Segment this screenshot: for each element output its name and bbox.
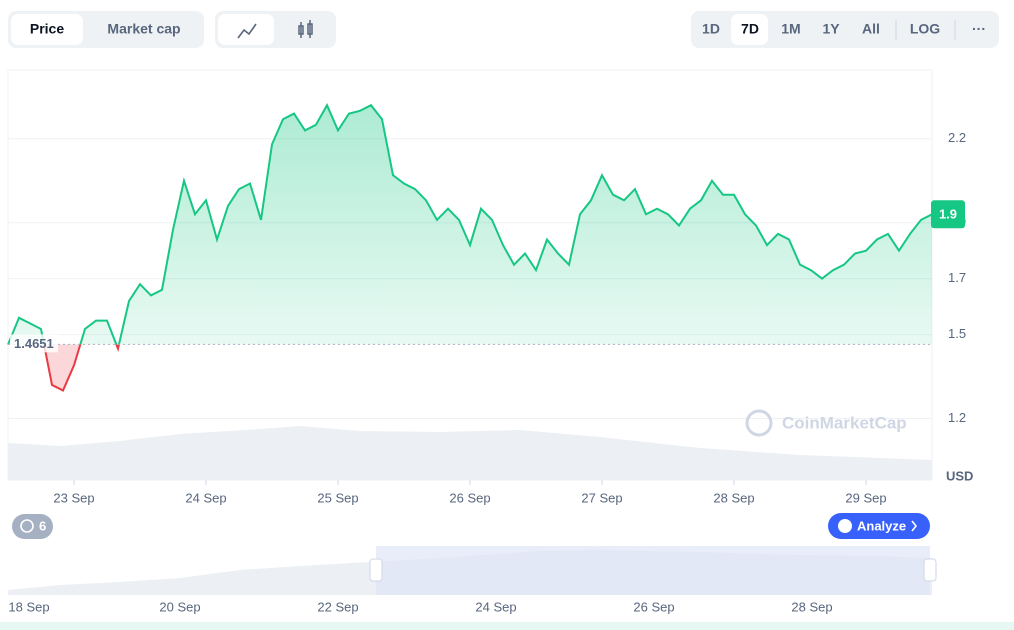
tab-selected[interactable] <box>11 14 83 45</box>
footer-strip <box>0 622 1014 630</box>
last-price-badge <box>931 200 965 229</box>
last-price-label: 1.9 <box>939 207 957 222</box>
analyze-label: Analyze <box>857 518 906 533</box>
tab[interactable]: Price <box>30 21 64 37</box>
more-btn[interactable]: ··· <box>972 21 986 37</box>
watermark: CoinMarketCap <box>782 413 907 432</box>
analyze-icon <box>838 519 852 533</box>
baseline-label-bg <box>10 334 58 353</box>
range-btn[interactable]: 7D <box>741 21 759 37</box>
nav-handle[interactable] <box>923 558 937 582</box>
y-tick-label: 1.2 <box>948 410 966 425</box>
nav-handle[interactable] <box>369 558 383 582</box>
chevron <box>911 520 918 532</box>
watermark-logo <box>745 409 773 437</box>
log-btn[interactable]: LOG <box>910 21 940 37</box>
y-tick-label: 1.5 <box>948 326 966 341</box>
range-group <box>691 11 999 48</box>
range-btn[interactable]: 1D <box>702 21 720 37</box>
line-icon <box>237 23 257 39</box>
x-tick-label: 23 Sep <box>53 490 94 505</box>
navigator-date: 18 Sep <box>8 599 49 614</box>
navigator-date: 20 Sep <box>159 599 200 614</box>
navigator-date: 26 Sep <box>633 599 674 614</box>
area-up <box>8 105 932 345</box>
y-tick-label: 2.2 <box>948 130 966 145</box>
plot: 1.4651 <box>7 69 933 485</box>
range-btn[interactable]: 1Y <box>822 21 840 37</box>
navigator-date: 28 Sep <box>791 599 832 614</box>
navigator-range[interactable] <box>376 546 930 595</box>
history-count: 6 <box>39 518 46 533</box>
price-line <box>7 102 933 345</box>
x-tick-label: 26 Sep <box>449 490 490 505</box>
x-tick-label: 24 Sep <box>185 490 226 505</box>
x-tick-label: 28 Sep <box>713 490 754 505</box>
analyze-btn[interactable] <box>828 513 930 539</box>
y-tick-label: 1.7 <box>948 270 966 285</box>
navigator-date: 24 Sep <box>475 599 516 614</box>
range-btn[interactable]: 1M <box>781 21 800 37</box>
volume-area <box>8 426 932 480</box>
range-btn[interactable]: All <box>862 21 880 37</box>
x-tick-label: 29 Sep <box>845 490 886 505</box>
y-unit: USD <box>946 468 973 483</box>
x-tick-label: 25 Sep <box>317 490 358 505</box>
tab[interactable]: Market cap <box>107 21 180 37</box>
candle-icon[interactable] <box>298 20 313 38</box>
range-selected[interactable] <box>731 14 768 45</box>
history-icon <box>20 519 34 533</box>
baseline-label: 1.4651 <box>14 336 54 351</box>
navigator-date: 22 Sep <box>317 599 358 614</box>
x-tick-label: 27 Sep <box>581 490 622 505</box>
line-type-btn[interactable] <box>218 14 274 45</box>
